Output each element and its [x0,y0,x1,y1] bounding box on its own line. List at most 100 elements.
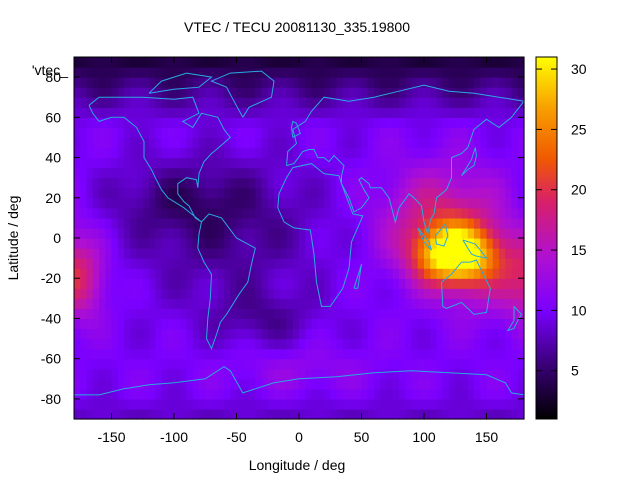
heatmap-cell [180,298,188,309]
heatmap-cell [249,127,256,139]
heatmap-cell [505,398,513,410]
heatmap-cell [130,368,138,380]
heatmap-cell [255,87,263,98]
heatmap-cell [80,328,88,340]
heatmap-cell [511,338,519,350]
heatmap-cell [161,187,169,199]
heatmap-cell [105,217,113,229]
heatmap-cell [86,127,94,139]
heatmap-cell [92,388,100,400]
heatmap-cell [167,77,175,88]
heatmap-cell [517,157,525,169]
heatmap-cell [255,217,263,229]
heatmap-cell [442,107,450,118]
heatmap-cell [342,77,350,88]
heatmap-cell [286,368,294,380]
heatmap-cell [442,87,450,98]
heatmap-cell [255,368,263,380]
heatmap-cell [399,187,406,199]
heatmap-cell [349,248,356,259]
heatmap-cell [330,318,338,330]
heatmap-cell [517,167,525,179]
heatmap-cell [424,348,431,360]
heatmap-cell [149,117,156,128]
heatmap-cell [236,57,244,68]
heatmap-cell [142,288,150,299]
heatmap-cell [467,238,475,249]
heatmap-cell [217,207,225,219]
heatmap-cell [205,187,213,199]
heatmap-cell [417,217,425,229]
heatmap-cell [305,318,313,330]
heatmap-cell [455,97,463,108]
heatmap-cell [367,318,375,330]
heatmap-cell [461,197,469,209]
heatmap-cell [417,338,425,350]
heatmap-cell [174,147,181,159]
heatmap-cell [480,268,488,279]
heatmap-cell [199,238,206,249]
heatmap-cell [192,258,200,269]
heatmap-cell [374,167,381,179]
heatmap-cell [455,328,463,340]
heatmap-cell [467,97,475,108]
heatmap-cell [136,398,144,410]
heatmap-cell [392,338,400,350]
heatmap-cell [261,107,269,118]
heatmap-cell [261,137,269,149]
heatmap-cell [136,278,144,289]
heatmap-cell [217,378,225,390]
heatmap-cell [361,137,369,149]
heatmap-cell [174,308,181,320]
heatmap-cell [211,318,219,330]
heatmap-cell [217,227,225,239]
heatmap-cell [74,147,81,159]
heatmap-cell [355,338,363,350]
heatmap-cell [92,348,100,360]
heatmap-cell [199,167,206,179]
heatmap-cell [349,227,356,239]
heatmap-cell [99,67,106,78]
heatmap-cell [442,147,450,159]
heatmap-cell [486,408,494,420]
heatmap-cell [217,97,225,108]
heatmap-cell [167,167,175,179]
heatmap-cell [392,97,400,108]
heatmap-cell [449,318,456,330]
heatmap-cell [411,308,419,320]
heatmap-cell [392,217,400,229]
heatmap-cell [249,278,256,289]
heatmap-cell [167,308,175,320]
heatmap-cell [136,248,144,259]
heatmap-cell [317,268,325,279]
heatmap-cell [474,268,481,279]
heatmap-cell [505,157,513,169]
heatmap-cell [405,298,413,309]
heatmap-cell [111,238,119,249]
heatmap-cell [92,318,100,330]
heatmap-cell [86,318,94,330]
heatmap-cell [155,147,163,159]
heatmap-cell [211,87,219,98]
heatmap-cell [336,137,344,149]
heatmap-cell [386,308,394,320]
heatmap-cell [455,288,463,299]
heatmap-cell [242,147,250,159]
heatmap-cell [130,57,138,68]
heatmap-cell [242,97,250,108]
heatmap-cell [424,258,431,269]
heatmap-cell [299,338,306,350]
heatmap-cell [442,97,450,108]
heatmap-cell [480,338,488,350]
heatmap-cell [317,147,325,159]
heatmap-cell [474,358,481,370]
heatmap-cell [105,238,113,249]
heatmap-cell [417,187,425,199]
heatmap-cell [242,87,250,98]
heatmap-cell [242,248,250,259]
heatmap-cell [424,408,431,420]
heatmap-cell [186,197,194,209]
heatmap-cell [230,217,238,229]
heatmap-cell [117,258,125,269]
heatmap-cell [99,358,106,370]
